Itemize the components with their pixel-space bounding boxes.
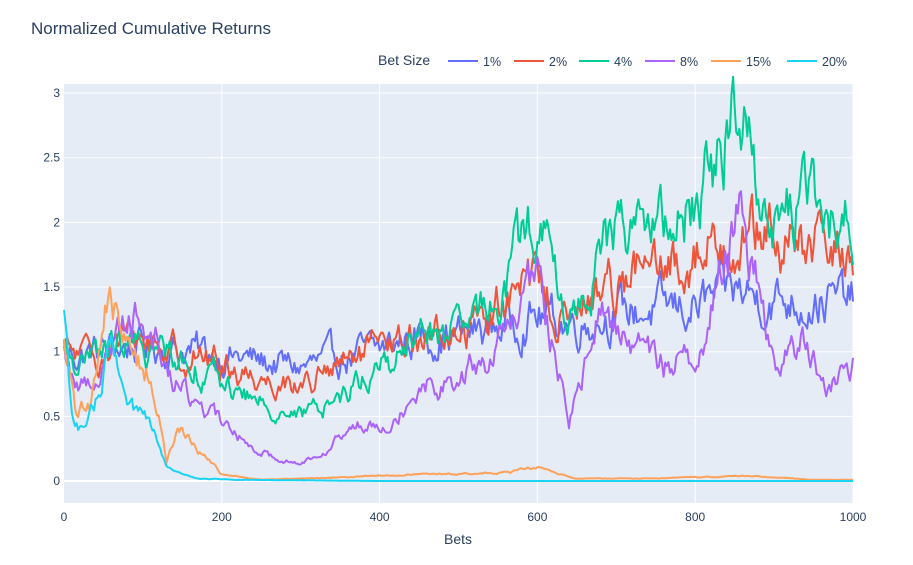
y-tick-label: 2 [53, 215, 60, 229]
series-lines [63, 75, 854, 482]
x-axis-ticks: 0 200 400 600 800 1000 [61, 510, 867, 524]
legend-label: 2% [549, 55, 567, 69]
legend-item[interactable]: 1% [448, 55, 501, 69]
legend-label: 8% [680, 55, 698, 69]
legend-label: 1% [483, 55, 501, 69]
y-tick-label: 1 [53, 345, 60, 359]
legend-item[interactable]: 15% [711, 55, 771, 69]
legend-item[interactable]: 2% [514, 55, 567, 69]
legend-label: 4% [614, 55, 632, 69]
legend: Bet Size 1% 2% 4% 8% 15% 20% [378, 52, 847, 69]
series-line-15pct [63, 286, 854, 481]
y-tick-label: 0 [53, 474, 60, 488]
y-axis-ticks: 0 0.5 1 1.5 2 2.5 3 [43, 86, 60, 488]
legend-item[interactable]: 20% [787, 55, 847, 69]
legend-label: 20% [822, 55, 847, 69]
x-tick-label: 400 [370, 510, 390, 524]
legend-item[interactable]: 4% [579, 55, 632, 69]
legend-label: 15% [746, 55, 771, 69]
series-line-20pct [63, 309, 853, 482]
x-tick-label: 800 [685, 510, 705, 524]
x-axis-title: Bets [444, 531, 472, 547]
y-tick-label: 0.5 [43, 409, 60, 423]
legend-item[interactable]: 8% [645, 55, 698, 69]
series-line-2pct [63, 193, 854, 402]
x-tick-label: 200 [212, 510, 232, 524]
legend-title: Bet Size [378, 52, 430, 68]
chart-title: Normalized Cumulative Returns [31, 19, 271, 38]
y-tick-label: 3 [53, 86, 60, 100]
x-tick-label: 0 [61, 510, 68, 524]
y-tick-label: 2.5 [43, 151, 60, 165]
series-line-4pct [63, 75, 854, 425]
x-tick-label: 1000 [840, 510, 867, 524]
y-tick-label: 1.5 [43, 280, 60, 294]
series-line-8pct [63, 190, 854, 466]
x-tick-label: 600 [527, 510, 547, 524]
